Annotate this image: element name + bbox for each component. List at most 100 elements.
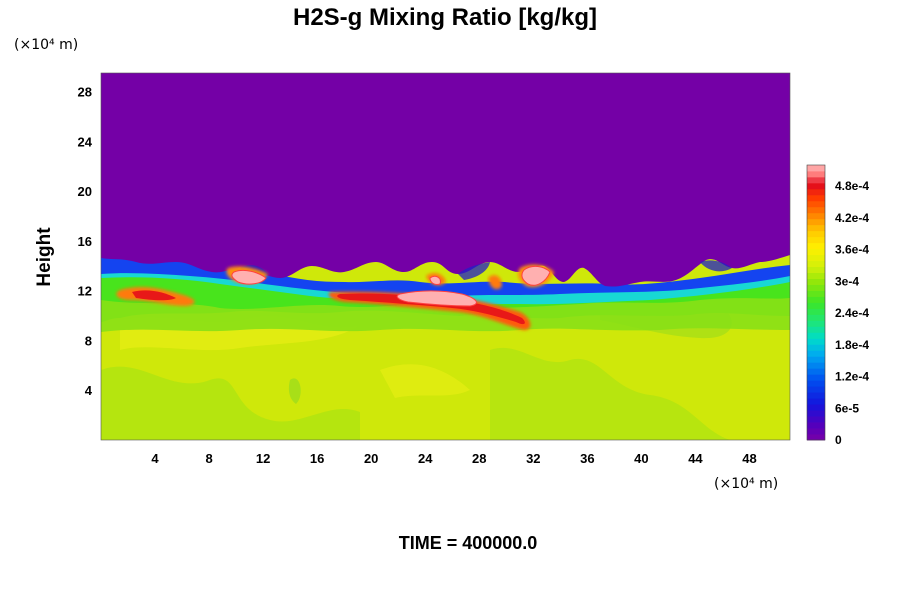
lower-layer-patch: [380, 364, 470, 398]
colorbar-segment: [807, 272, 825, 279]
y-tick-label: 20: [78, 184, 92, 199]
orange-filament: [488, 275, 502, 290]
x-tick-label: 28: [472, 451, 486, 466]
max-blob: [396, 290, 477, 307]
y-tick-label: 4: [85, 383, 93, 398]
x-tick-label: 12: [256, 451, 270, 466]
lower-layer-patch: [101, 366, 360, 440]
colorbar-segment: [807, 356, 825, 363]
lower-layer-patch: [288, 378, 301, 404]
time-footer: TIME = 400000.0: [399, 533, 538, 553]
colorbar-segment: [807, 326, 825, 333]
colorbar-segment: [807, 278, 825, 285]
x-tick-label: 4: [151, 451, 159, 466]
colorbar-tick-label: 4.8e-4: [835, 179, 869, 193]
colorbar-segment: [807, 200, 825, 208]
colorbar-segment: [807, 236, 825, 244]
boundary-wisp: [458, 262, 490, 280]
chart-title: H2S-g Mixing Ratio [kg/kg]: [293, 4, 597, 31]
colorbar-segment: [807, 206, 825, 214]
colorbar-tick-label: 6e-5: [835, 401, 859, 415]
colorbar-tick-label: 1.8e-4: [835, 338, 869, 352]
colorbar-segment: [807, 350, 825, 357]
colorbar-segment: [807, 302, 825, 309]
red-core: [132, 290, 176, 301]
colorbar-tick-label: 1.2e-4: [835, 370, 869, 384]
cyan-fringe: [101, 258, 790, 305]
green-transition-band: [101, 298, 790, 332]
colorbar-segment: [807, 398, 825, 405]
red-core: [337, 293, 525, 325]
colorbar-segment: [807, 260, 825, 268]
plot-frame: [100, 72, 791, 441]
colorbar-segment: [807, 434, 825, 441]
colorbar-tick-label: 2.4e-4: [835, 306, 869, 320]
x-tick-label: 16: [310, 451, 324, 466]
colorbar-segment: [807, 290, 825, 297]
colorbar-segment: [807, 338, 825, 345]
colorbar-tick-label: 3e-4: [835, 274, 859, 288]
colorbar-segment: [807, 248, 825, 256]
x-tick-label: 44: [688, 451, 703, 466]
colorbar-segment: [807, 165, 825, 172]
y-ticks: 4 8 12 16 20 24 28: [78, 85, 93, 399]
x-tick-label: 48: [742, 451, 756, 466]
x-tick-label: 20: [364, 451, 378, 466]
colorbar-segment: [807, 380, 825, 387]
lower-layer-patch: [490, 347, 730, 440]
colorbar-segment: [807, 224, 825, 232]
colorbar-segment: [807, 404, 825, 411]
colorbar-tick-label: 3.6e-4: [835, 243, 869, 257]
colorbar-segment: [807, 422, 825, 429]
colorbar-segment: [807, 410, 825, 417]
boundary-wisp: [700, 260, 732, 272]
colorbar-segment: [807, 362, 825, 369]
colorbar-segment: [807, 212, 825, 220]
y-tick-label: 16: [78, 234, 92, 249]
colorbar-segment: [807, 344, 825, 351]
max-blob: [429, 275, 441, 285]
colorbar-segment: [807, 428, 825, 435]
x-unit-label: (×10⁴ m): [714, 476, 778, 492]
colorbar: 0 6e-5 1.2e-4 1.8e-4 2.4e-4 3e-4 3.6e-4 4.2e-4 4…: [806, 164, 869, 447]
colorbar-segment: [807, 176, 825, 184]
x-ticks: 4 8 12 16 20 24 28 32 36 40 44 48: [151, 451, 756, 466]
colorbar-segment: [807, 266, 825, 274]
max-blob: [521, 265, 551, 286]
colorbar-tick-label: 4.2e-4: [835, 211, 869, 225]
colorbar-frame: [806, 164, 826, 441]
colorbar-segment: [807, 194, 825, 202]
colorbar-segment: [807, 254, 825, 262]
y-tick-label: 24: [78, 134, 93, 149]
x-tick-label: 24: [418, 451, 433, 466]
colorbar-segment: [807, 314, 825, 321]
colorbar-tick-label: 0: [835, 433, 842, 447]
x-tick-label: 40: [634, 451, 648, 466]
plot-area: [101, 73, 790, 440]
y-unit-label: (×10⁴ m): [14, 37, 78, 53]
colorbar-segment: [807, 218, 825, 226]
colorbar-segment: [807, 320, 825, 327]
max-blob: [231, 269, 267, 285]
y-tick-label: 28: [78, 85, 92, 100]
colorbar-segment: [807, 242, 825, 250]
y-tick-label: 12: [78, 284, 92, 299]
y-tick-label: 8: [85, 333, 92, 348]
x-tick-label: 8: [205, 451, 212, 466]
colorbar-segment: [807, 308, 825, 315]
colorbar-segment: [807, 284, 825, 291]
x-tick-label: 32: [526, 451, 540, 466]
x-tick-label: 36: [580, 451, 594, 466]
upper-layer: [101, 73, 790, 287]
colorbar-segment: [807, 296, 825, 303]
y-axis-title: Height: [34, 227, 55, 287]
colorbar-segment: [807, 374, 825, 381]
colorbar-segment: [807, 170, 825, 178]
colorbar-segment: [807, 332, 825, 339]
colorbar-segment: [807, 230, 825, 238]
colorbar-segment: [807, 386, 825, 393]
colorbar-segment: [807, 392, 825, 399]
colorbar-segment: [807, 416, 825, 423]
colorbar-segment: [807, 368, 825, 375]
